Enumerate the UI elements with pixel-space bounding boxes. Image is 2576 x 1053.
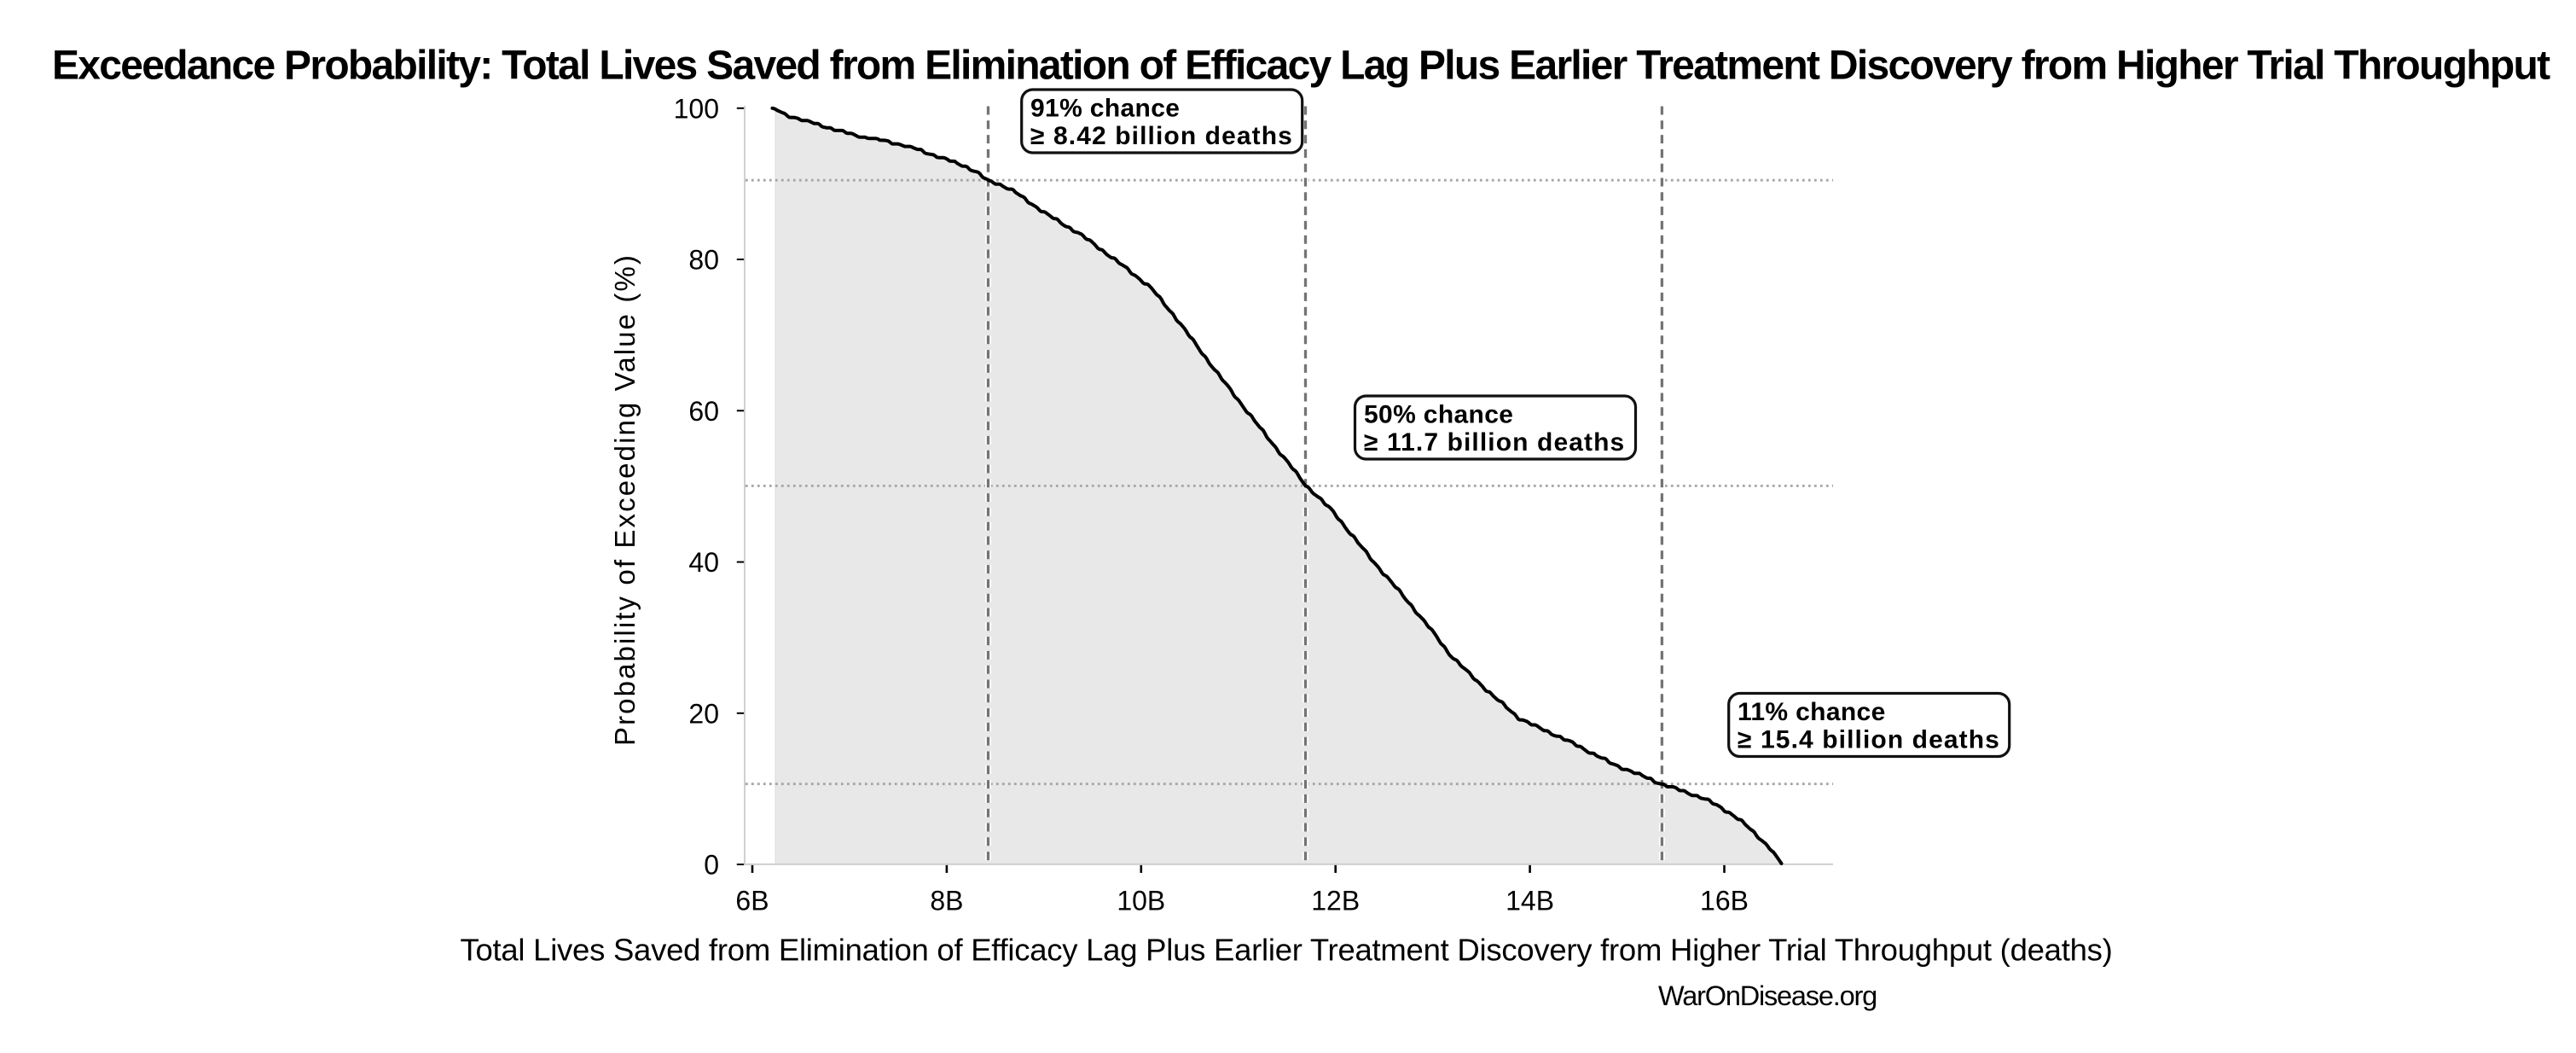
svg-text:6B: 6B — [735, 886, 769, 916]
svg-text:11% chance: 11% chance — [1738, 698, 1886, 726]
svg-text:60: 60 — [688, 396, 719, 427]
svg-text:40: 40 — [688, 547, 719, 578]
svg-text:0: 0 — [704, 850, 719, 881]
svg-text:10B: 10B — [1117, 886, 1165, 916]
svg-text:12B: 12B — [1311, 886, 1360, 916]
svg-text:20: 20 — [688, 698, 719, 729]
svg-text:Exceedance Probability: Total: Exceedance Probability: Total Lives Save… — [52, 44, 2550, 89]
svg-text:91% chance: 91% chance — [1030, 95, 1180, 123]
svg-text:80: 80 — [688, 245, 719, 276]
svg-text:8B: 8B — [930, 886, 963, 916]
svg-text:50% chance: 50% chance — [1364, 401, 1513, 429]
svg-text:WarOnDisease.org: WarOnDisease.org — [1658, 980, 1877, 1011]
svg-text:≥ 11.7 billion deaths: ≥ 11.7 billion deaths — [1364, 428, 1625, 457]
svg-text:Probability of Exceeding Value: Probability of Exceeding Value (%) — [609, 253, 641, 746]
svg-text:Total Lives Saved from Elimina: Total Lives Saved from Elimination of Ef… — [460, 933, 2112, 968]
svg-text:≥ 15.4 billion deaths: ≥ 15.4 billion deaths — [1738, 726, 2000, 754]
svg-text:14B: 14B — [1506, 886, 1554, 916]
svg-text:≥ 8.42 billion deaths: ≥ 8.42 billion deaths — [1030, 122, 1293, 150]
svg-text:100: 100 — [674, 93, 719, 124]
svg-text:16B: 16B — [1700, 886, 1749, 916]
